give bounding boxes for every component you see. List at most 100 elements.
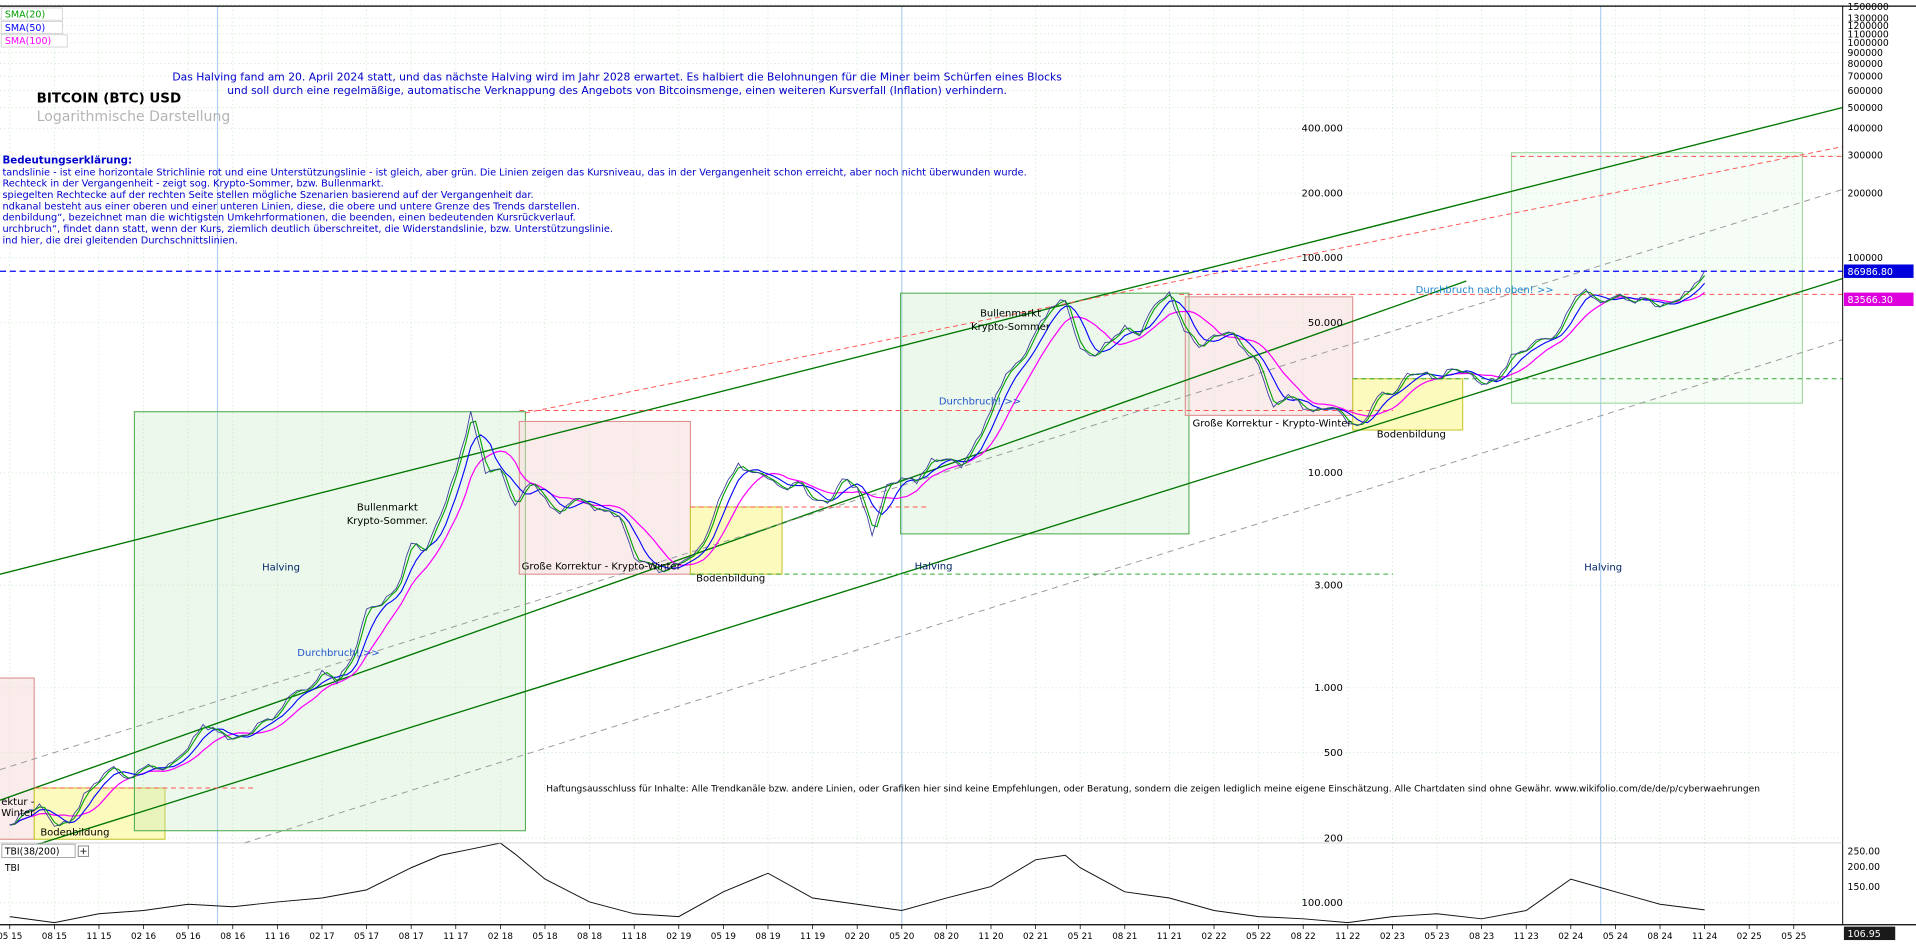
x-axis-label: 11 17 <box>443 932 468 942</box>
price-inner-label: 200 <box>1324 833 1343 844</box>
x-axis-label: 02 25 <box>1737 932 1762 942</box>
right-axis-label: 1100000 <box>1848 29 1889 40</box>
explanation-heading: Bedeutungserklärung: <box>2 155 132 167</box>
halving-markers <box>216 6 1602 925</box>
x-axis-label: 11 16 <box>265 932 291 942</box>
x-axis-label: 11 23 <box>1514 932 1539 942</box>
annotation: Große Korrektur - Krypto-Winter <box>1193 418 1353 429</box>
legend-item-sma50[interactable]: SMA(50) <box>0 21 63 34</box>
price-inner-label: 500 <box>1324 748 1343 759</box>
zone-bull-scenario <box>1510 152 1803 404</box>
x-axis-label: 08 24 <box>1647 932 1673 942</box>
zone-winter <box>1184 296 1354 416</box>
x-axis-label: 08 20 <box>934 932 959 942</box>
annotation: Halving <box>262 563 300 574</box>
legend-label-sma50: SMA(50) <box>5 23 45 34</box>
annotation: Durchbruch nach oben! >> <box>1416 285 1554 296</box>
x-axis-label: 05 16 <box>176 932 202 942</box>
annotation: Bodenbildung <box>40 828 109 839</box>
tbi-badge-bg <box>1843 926 1896 941</box>
disclaimer-text: Haftungsausschluss für Inhalte: Alle Tre… <box>546 785 1760 795</box>
sma50-line <box>9 282 1706 826</box>
x-axis-label: 11 15 <box>86 932 111 942</box>
x-axis-label: 11 18 <box>622 932 647 942</box>
price-inner-label: 100.000 <box>1302 898 1343 909</box>
right-axis-label: 300000 <box>1848 151 1883 162</box>
price-inner-label: 3.000 <box>1314 581 1343 592</box>
right-axis-label: 600000 <box>1848 86 1883 97</box>
right-axis-label: 700000 <box>1848 71 1883 82</box>
price-inner-label: 10.000 <box>1308 468 1343 479</box>
x-axis-label: 05 15 <box>0 932 22 942</box>
annotation: ektur - <box>1 797 34 808</box>
explanation-line: urchbruch“, findet dann statt, wenn der … <box>2 224 613 235</box>
x-axis-label: 05 23 <box>1424 932 1449 942</box>
x-axis-label: 05 25 <box>1781 932 1806 942</box>
trend-channel-lower <box>34 277 1843 847</box>
x-axis-label: 11 22 <box>1335 932 1360 942</box>
tbi-indicator-label[interactable]: TBI(38/200) <box>1 843 90 859</box>
annotation: Halving <box>1584 563 1622 574</box>
last-price-badge-bg <box>1843 264 1914 278</box>
right-price-axis: 1500000130000012000001100000100000090000… <box>1848 2 1889 893</box>
x-axis-label: 08 15 <box>42 932 67 942</box>
legend-label-sma20: SMA(20) <box>5 9 45 20</box>
annotation: Bodenbildung <box>696 574 765 585</box>
price-series <box>9 270 1706 924</box>
chart-title: BITCOIN (BTC) USD <box>37 92 181 107</box>
right-axis-label: 1000000 <box>1848 38 1889 49</box>
x-axis-label: 08 16 <box>220 932 246 942</box>
explanation-line: spiegelten Rechtecke auf der rechten Sei… <box>2 190 533 201</box>
x-axis-label: 11 19 <box>800 932 825 942</box>
legend-item-sma20[interactable]: SMA(20) <box>0 7 63 21</box>
trend-channel-mid <box>0 280 1467 801</box>
trend-channel-upper <box>0 106 1843 575</box>
parallel-gray-1 <box>0 188 1843 771</box>
right-axis-label: 400000 <box>1848 124 1883 135</box>
right-axis-label: 200000 <box>1848 188 1883 199</box>
chart-subtitle: Logarithmische Darstellung <box>37 109 231 125</box>
annotation: Halving <box>915 561 953 572</box>
halving-note-line1: Das Halving fand am 20. April 2024 statt… <box>172 71 1062 84</box>
annotation: Bullenmarkt <box>357 503 418 514</box>
inner-price-axis: 400.000 200.000 100.000 50.000 10.000 3.000 1.… <box>1302 124 1343 909</box>
halving-note-line2: und soll durch eine regelmäßige, automat… <box>227 84 1007 97</box>
right-axis-label: 900000 <box>1848 48 1883 59</box>
x-axis-label: 02 17 <box>309 932 334 942</box>
tbi-axis-label: 250.00 <box>1848 847 1881 858</box>
explanation-lines: tandslinie - ist eine horizontale Strich… <box>2 167 1026 246</box>
sma100-line <box>9 291 1705 826</box>
x-axis-label: 05 20 <box>889 932 914 942</box>
x-axis-label: 02 20 <box>845 932 870 942</box>
right-axis-label: 1300000 <box>1848 14 1889 25</box>
tbi-short-label: TBI <box>4 863 20 874</box>
explanation-line: tandslinie - ist eine horizontale Strich… <box>2 167 1026 178</box>
zone-boden <box>1352 378 1464 431</box>
annotation: Durchbruch! >> <box>939 396 1021 407</box>
x-axis-label: 05 19 <box>711 932 736 942</box>
tbi-label: TBI(38/200) <box>4 847 60 858</box>
legend-item-sma100[interactable]: SMA(100) <box>0 34 68 48</box>
x-axis-label: 11 24 <box>1692 932 1718 942</box>
x-axis-label: 11 21 <box>1157 932 1182 942</box>
annotation: Krypto-Sommer. <box>347 516 428 527</box>
tbi-value: 106.95 <box>1848 929 1881 940</box>
x-axis-label: 08 19 <box>755 932 780 942</box>
x-axis-label: 08 17 <box>399 932 424 942</box>
expand-icon[interactable] <box>77 845 90 857</box>
annotation: Durchbruch! >> <box>297 648 379 659</box>
price-line <box>9 270 1705 827</box>
zone-bull <box>133 411 526 832</box>
x-axis-label: 05 21 <box>1068 932 1093 942</box>
annotation: Bodenbildung <box>1377 429 1446 440</box>
x-axis-label: 08 22 <box>1291 932 1316 942</box>
legend-box <box>0 7 63 21</box>
explanation-line: Rechteck in der Vergangenheit - zeigt so… <box>2 179 383 190</box>
price-inner-label: 400.000 <box>1302 124 1343 135</box>
explanation-line: ndkanal besteht aus einer oberen und ein… <box>2 201 579 212</box>
tbi-label-box <box>1 843 76 859</box>
resistance-diagonal-2018 <box>525 146 1843 414</box>
